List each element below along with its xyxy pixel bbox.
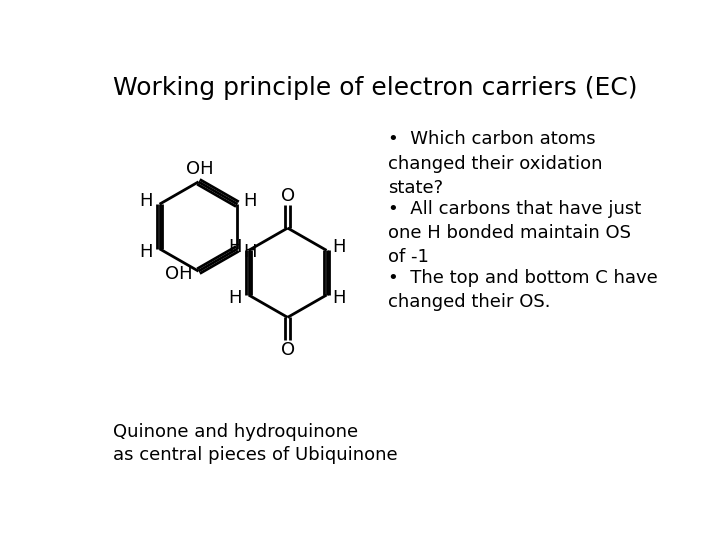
Text: •  Which carbon atoms
changed their oxidation
state?: • Which carbon atoms changed their oxida… — [388, 130, 603, 197]
Text: H: H — [332, 238, 346, 256]
Text: OH: OH — [186, 160, 214, 178]
Text: H: H — [243, 243, 256, 261]
Text: H: H — [243, 192, 256, 210]
Text: Quinone and hydroquinone
as central pieces of Ubiquinone: Quinone and hydroquinone as central piec… — [113, 423, 398, 464]
Text: •  The top and bottom C have
changed their OS.: • The top and bottom C have changed thei… — [388, 269, 658, 311]
Text: H: H — [139, 192, 153, 210]
Text: O: O — [281, 341, 294, 359]
Text: H: H — [332, 289, 346, 307]
Text: •  All carbons that have just
one H bonded maintain OS
of -1: • All carbons that have just one H bonde… — [388, 200, 642, 266]
Text: H: H — [139, 243, 153, 261]
Text: O: O — [281, 187, 294, 205]
Text: H: H — [228, 289, 241, 307]
Text: H: H — [228, 238, 241, 256]
Text: OH: OH — [165, 265, 192, 284]
Text: Working principle of electron carriers (EC): Working principle of electron carriers (… — [113, 76, 638, 100]
